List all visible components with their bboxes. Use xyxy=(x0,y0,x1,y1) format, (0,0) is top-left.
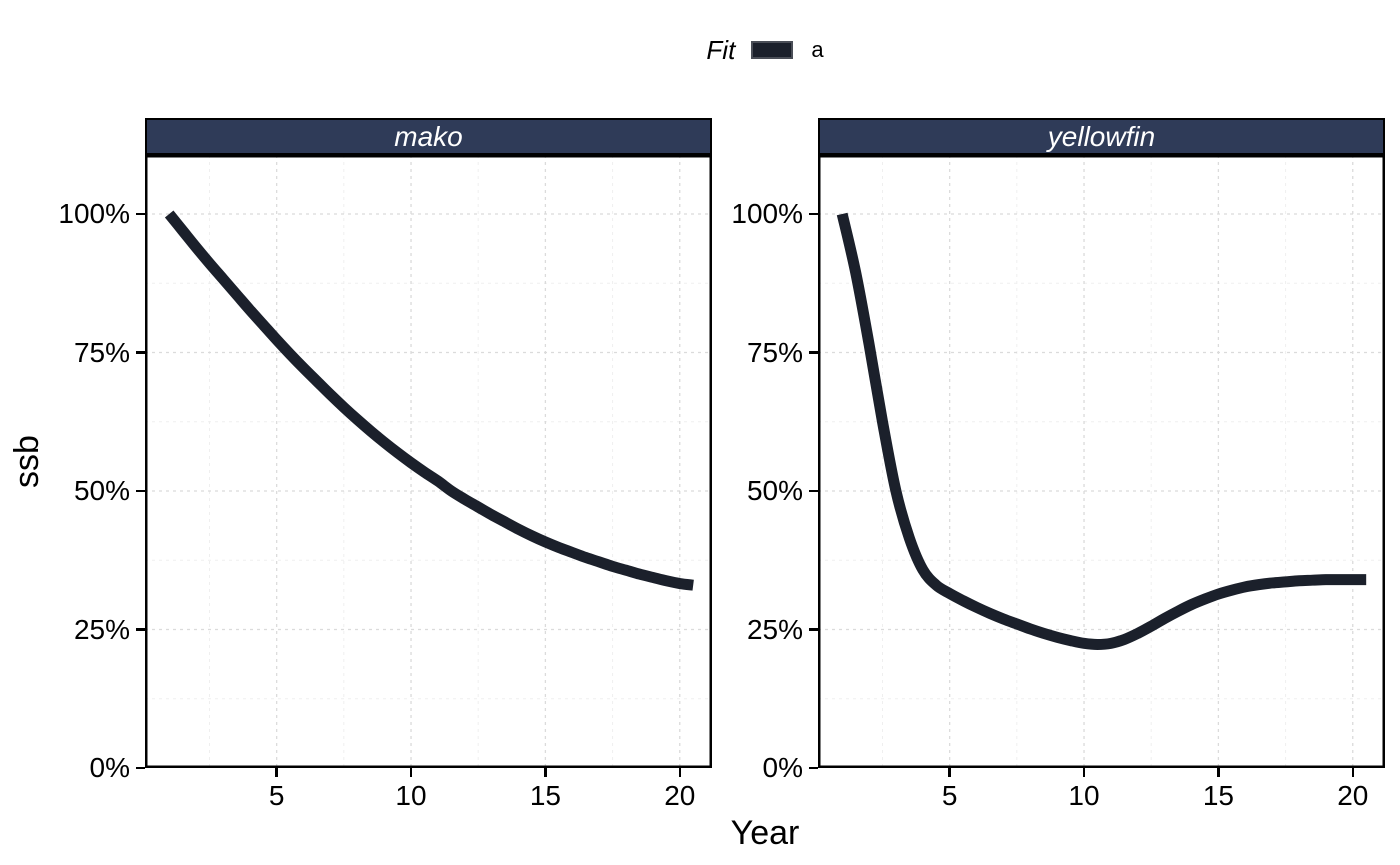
y-tick-label: 75% xyxy=(746,336,803,368)
facet-strip-mako: mako xyxy=(145,118,712,155)
x-tick-label: 20 xyxy=(1337,780,1369,811)
x-tick-mark xyxy=(948,768,951,777)
y-tick-mark xyxy=(809,212,818,216)
plot-area-yellowfin xyxy=(818,155,1385,768)
y-tick-mark xyxy=(136,212,145,216)
y-tick-label: 100% xyxy=(58,198,130,229)
x-tick-label: 15 xyxy=(1202,780,1234,811)
y-tick-mark xyxy=(136,351,145,354)
y-tick-label: 75% xyxy=(73,336,130,368)
legend-key-swatch xyxy=(751,41,794,59)
series-line-yellowfin xyxy=(836,212,1367,650)
x-tick-label: 10 xyxy=(395,780,427,811)
y-tick-mark xyxy=(136,766,145,770)
plot-area-mako xyxy=(145,155,712,768)
x-tick-mark xyxy=(275,768,278,777)
x-axis-labels-mako: 5 10 15 20 xyxy=(145,768,712,811)
x-tick-mark xyxy=(409,768,413,777)
y-tick-label: 50% xyxy=(73,475,130,506)
y-tick-label: 25% xyxy=(746,613,803,645)
y-tick-label: 25% xyxy=(73,613,130,645)
y-tick-mark xyxy=(809,628,818,631)
y-axis-title-container: ssb xyxy=(0,155,55,768)
legend: Fit a xyxy=(145,0,1385,118)
y-tick-mark xyxy=(809,489,818,493)
y-axis-labels-yellowfin: 0% 25% 50% 75% 100% xyxy=(712,155,818,783)
x-tick-label: 15 xyxy=(529,780,561,811)
series-line-mako xyxy=(164,210,694,591)
panel-border xyxy=(145,155,712,768)
x-tick-label: 5 xyxy=(268,780,285,811)
y-tick-mark xyxy=(136,628,145,631)
x-tick-mark xyxy=(1351,768,1354,777)
y-tick-label: 0% xyxy=(762,752,803,783)
legend-entry-label: a xyxy=(811,37,824,62)
y-tick-mark xyxy=(809,766,818,770)
facet-strip-yellowfin-label: yellowfin xyxy=(1047,120,1156,152)
x-tick-mark xyxy=(1217,768,1220,777)
x-tick-label: 20 xyxy=(664,780,696,811)
y-axis-labels-mako: 0% 25% 50% 75% 100% xyxy=(55,155,145,783)
x-tick-mark xyxy=(1082,768,1086,777)
x-axis-title: Year xyxy=(730,814,800,852)
panel-yellowfin xyxy=(818,155,1385,768)
y-tick-label: 0% xyxy=(89,752,130,783)
y-tick-label: 50% xyxy=(746,475,803,506)
x-tick-mark xyxy=(678,768,681,777)
legend-title: Fit xyxy=(706,34,736,65)
y-axis-title: ssb xyxy=(7,435,46,488)
facet-strip-yellowfin: yellowfin xyxy=(818,118,1385,155)
panel-border xyxy=(818,155,1385,768)
facet-strip-mako-label: mako xyxy=(394,120,463,152)
panel-mako xyxy=(145,155,712,768)
y-tick-mark xyxy=(136,489,145,493)
x-tick-label: 5 xyxy=(941,780,958,811)
y-tick-mark xyxy=(809,351,818,354)
x-tick-mark xyxy=(544,768,547,777)
x-tick-label: 10 xyxy=(1068,780,1100,811)
y-tick-label: 100% xyxy=(731,198,803,229)
x-axis-labels-yellowfin: 5 10 15 20 xyxy=(818,768,1385,811)
